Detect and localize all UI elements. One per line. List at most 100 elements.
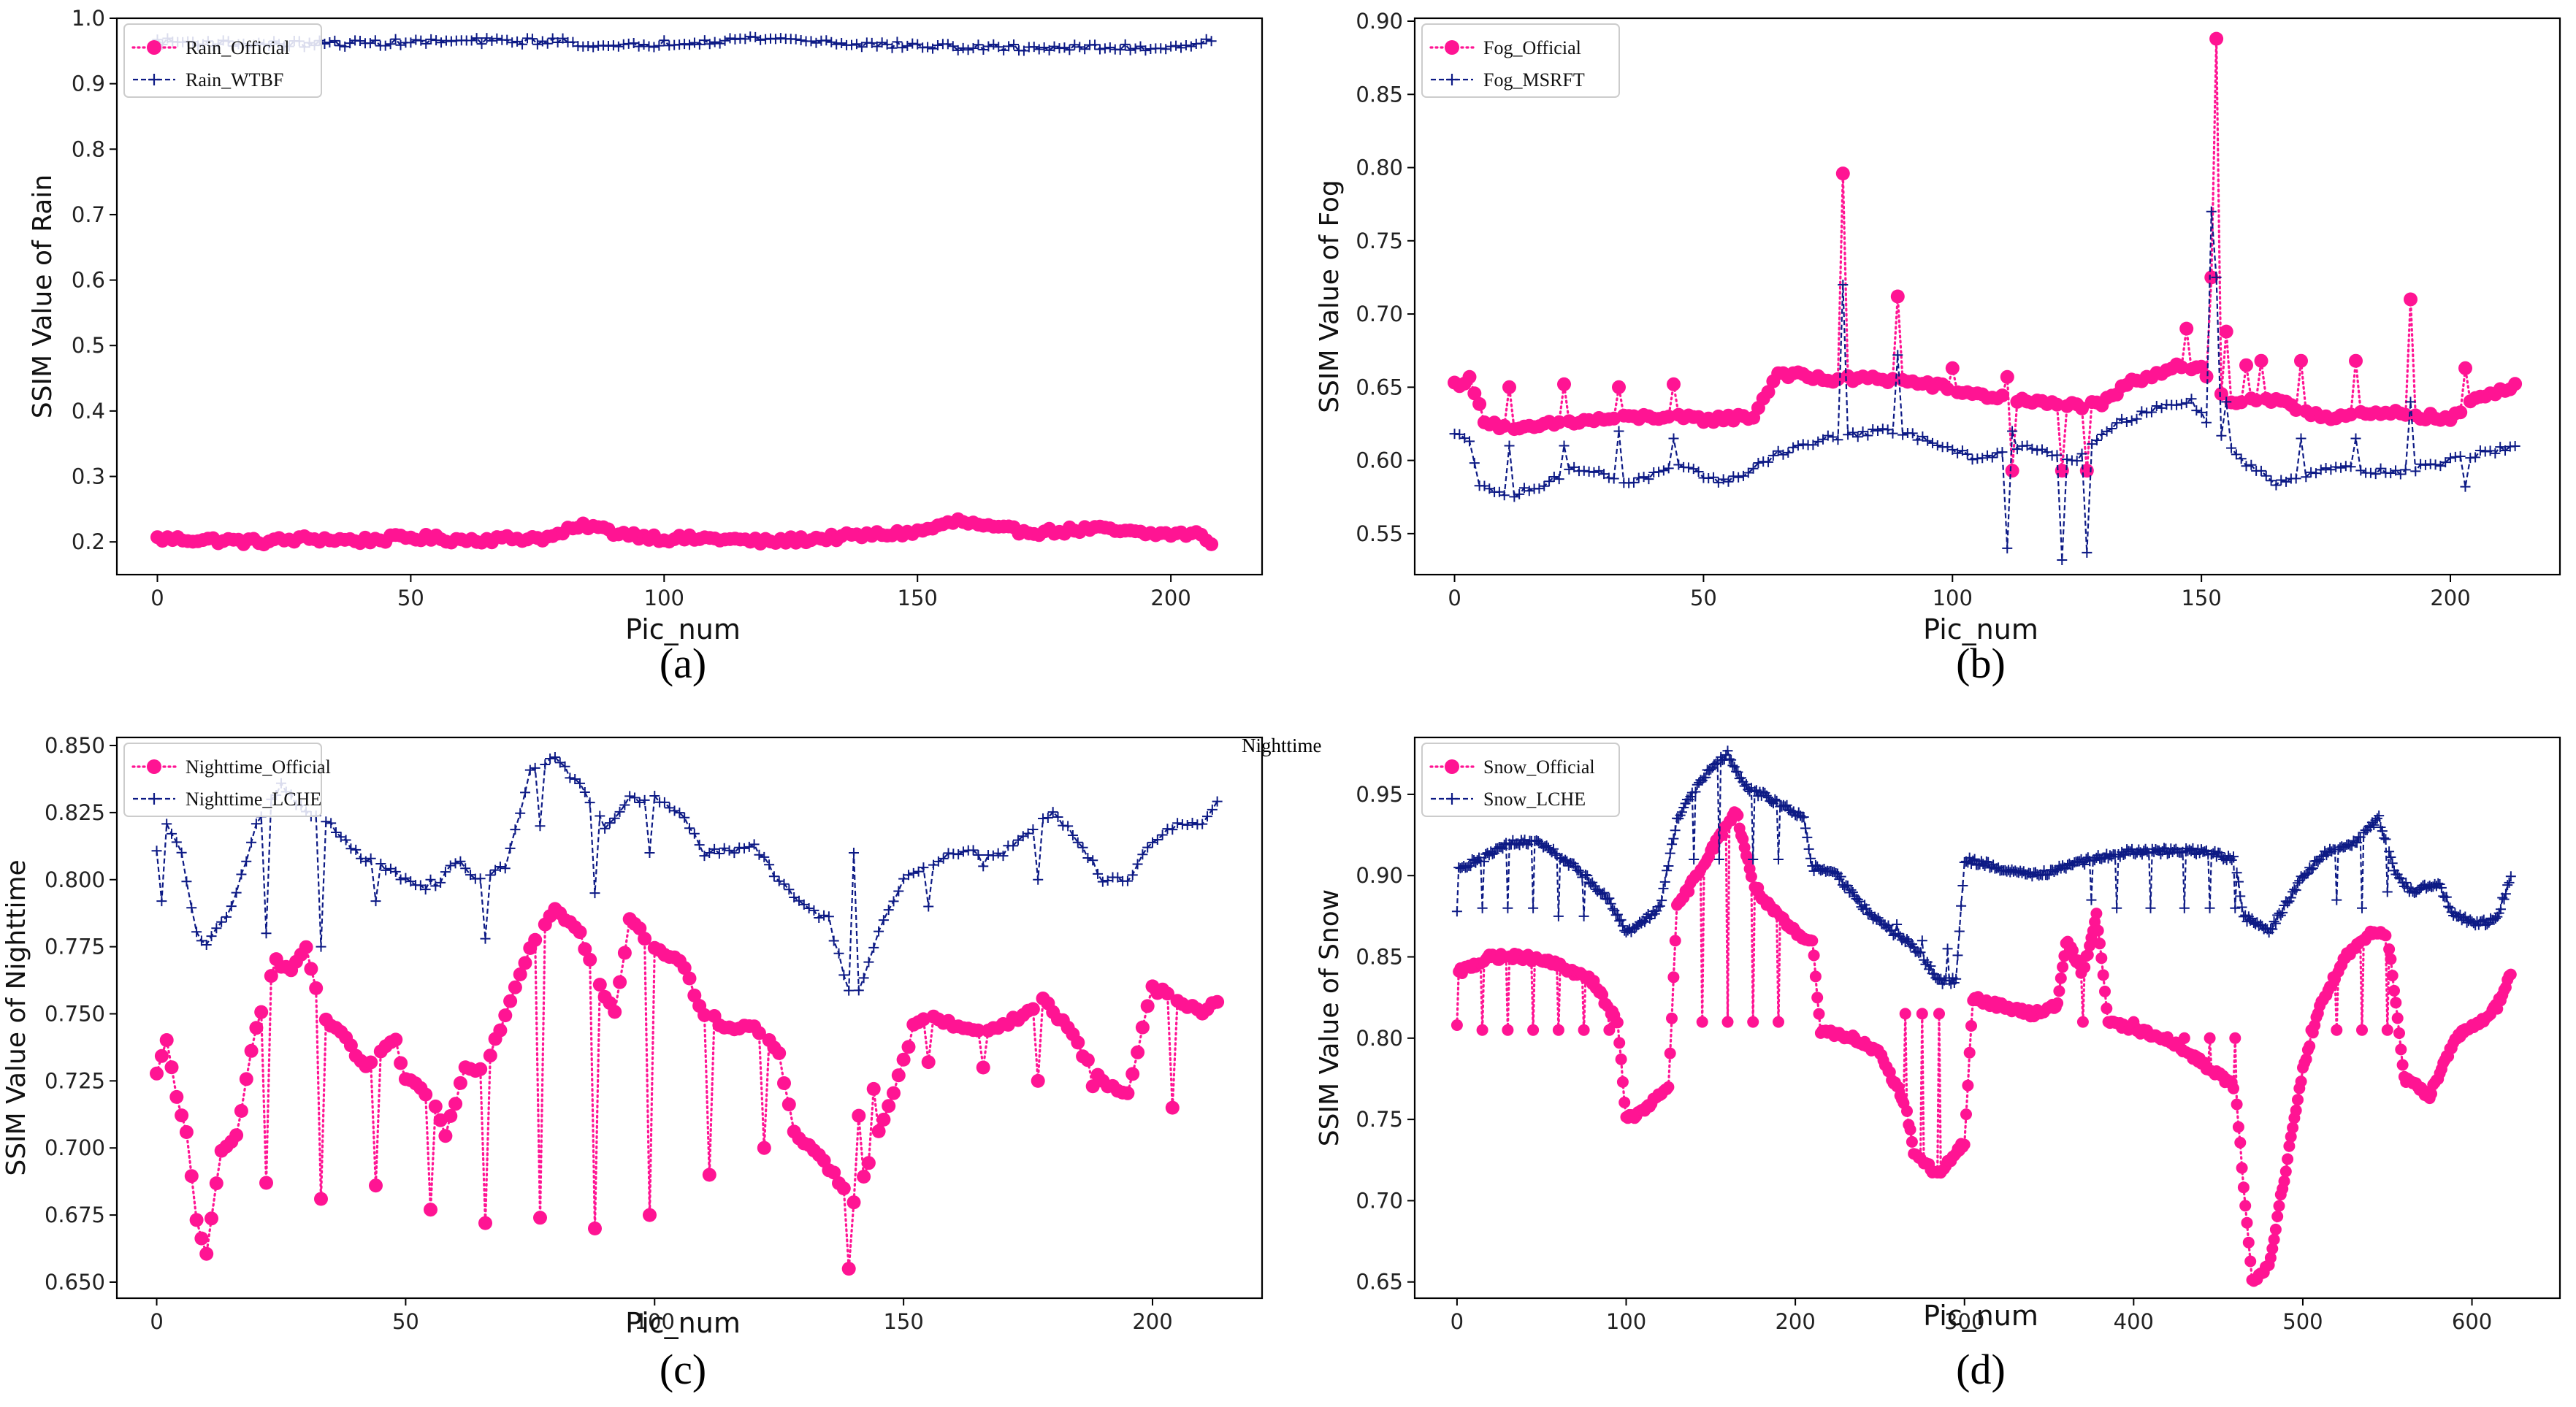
data-point-markers bbox=[1451, 745, 2516, 989]
data-point bbox=[1210, 994, 1225, 1009]
data-point bbox=[1472, 396, 1487, 411]
data-point bbox=[1080, 1053, 1095, 1067]
data-point bbox=[2381, 1024, 2393, 1036]
data-point bbox=[841, 1262, 856, 1276]
series-nighttime-official bbox=[150, 902, 1225, 1276]
data-point bbox=[2388, 984, 2400, 997]
data-point bbox=[2241, 1216, 2253, 1229]
data-point bbox=[229, 1128, 244, 1143]
data-point bbox=[2242, 1236, 2255, 1249]
y-tick-label: 0.825 bbox=[45, 800, 105, 825]
legend-marker bbox=[147, 40, 161, 55]
data-point bbox=[2090, 908, 2103, 920]
data-point bbox=[2231, 1098, 2243, 1111]
x-tick-label: 300 bbox=[1944, 1309, 1984, 1334]
data-point bbox=[169, 1089, 184, 1104]
data-point bbox=[299, 940, 313, 954]
data-point bbox=[1732, 809, 1744, 821]
data-point bbox=[2383, 943, 2396, 955]
data-point bbox=[702, 1168, 716, 1182]
data-point bbox=[2239, 358, 2253, 372]
legend-marker bbox=[1445, 40, 1459, 55]
data-point bbox=[2057, 961, 2069, 973]
x-tick-label: 50 bbox=[397, 586, 424, 610]
legend-label-official: Fog_Official bbox=[1483, 37, 1581, 58]
x-tick-label: 100 bbox=[644, 586, 684, 610]
data-point bbox=[2229, 1032, 2241, 1044]
data-point bbox=[1664, 1047, 1676, 1059]
axis-ticks: 0 50 100 150 200 0.2 0.3 0.4 0.5 0.6 0.7 0.8 0.9 1.0 bbox=[72, 6, 1191, 610]
data-point bbox=[687, 988, 702, 1002]
data-point bbox=[876, 1112, 891, 1127]
x-tick-label: 200 bbox=[1775, 1309, 1815, 1334]
data-point bbox=[573, 925, 587, 940]
data-point bbox=[2390, 997, 2402, 1009]
x-tick-label: 0 bbox=[1451, 1309, 1464, 1334]
y-tick-label: 0.95 bbox=[1356, 782, 1403, 807]
data-point bbox=[2285, 1130, 2297, 1143]
y-tick-label: 0.850 bbox=[45, 733, 105, 758]
legend: Snow_Official Snow_LCHE bbox=[1421, 743, 1620, 817]
data-point bbox=[846, 1195, 861, 1210]
data-point bbox=[2092, 924, 2104, 937]
series-line bbox=[1456, 748, 2512, 986]
data-point bbox=[1761, 385, 1776, 399]
data-point bbox=[1618, 1096, 1631, 1108]
panel-label: (a) bbox=[660, 640, 706, 687]
data-point bbox=[1025, 1002, 1040, 1016]
data-point bbox=[1613, 1037, 1626, 1049]
data-point bbox=[2268, 1233, 2280, 1246]
data-point bbox=[194, 1231, 209, 1246]
y-tick-label: 0.7 bbox=[72, 202, 105, 227]
data-point bbox=[513, 967, 527, 981]
data-point bbox=[1204, 537, 1219, 551]
data-point bbox=[2264, 1251, 2277, 1264]
axis-ticks: 0 50 100 150 200 0.650 0.675 0.700 0.725 0.750 0.7… bbox=[45, 733, 1173, 1334]
axis-ticks: 0 50 100 150 200 0.55 0.60 0.65 0.70 0.75 0.80 0.85… bbox=[1356, 9, 2470, 610]
y-tick-label: 0.85 bbox=[1356, 82, 1403, 107]
data-point bbox=[1835, 166, 1850, 181]
data-point bbox=[254, 1005, 269, 1019]
panel-c-nighttime: 0 50 100 150 200 0.650 0.675 0.700 0.725 0.750 0.7… bbox=[1, 733, 1264, 1393]
legend: Nighttime_Official Nighttime_LCHE bbox=[123, 743, 331, 817]
data-point bbox=[896, 1052, 911, 1067]
legend-symbol-official bbox=[1429, 759, 1475, 774]
data-point bbox=[483, 1048, 497, 1063]
data-point bbox=[632, 921, 647, 935]
y-tick-label: 0.650 bbox=[45, 1270, 105, 1295]
data-point bbox=[1901, 1105, 1913, 1117]
data-point bbox=[1809, 970, 1822, 983]
x-tick-label: 200 bbox=[1150, 586, 1190, 610]
legend-symbol-method bbox=[133, 74, 175, 85]
data-point bbox=[781, 1097, 796, 1112]
x-tick-label: 0 bbox=[150, 1309, 163, 1334]
data-point bbox=[1502, 1024, 1514, 1036]
legend-label-official: Rain_Official bbox=[186, 37, 289, 58]
y-tick-label: 0.85 bbox=[1356, 945, 1403, 970]
series-snow-official bbox=[1451, 806, 2517, 1287]
data-point bbox=[448, 1097, 463, 1111]
axis-ticks: 0 100 200 300 400 500 600 0.65 0.70 0.75 0.80 0.85 0… bbox=[1356, 782, 2492, 1334]
data-point bbox=[424, 1203, 437, 1217]
y-tick-label: 0.5 bbox=[72, 333, 105, 358]
data-point bbox=[1611, 1016, 1624, 1029]
legend-label-method: Snow_LCHE bbox=[1483, 789, 1586, 810]
panel-a-rain: 0 50 100 150 2000.20.30.40.50.60.70.80.91.0 … bbox=[28, 6, 1264, 687]
data-point bbox=[1773, 1016, 1784, 1028]
y-tick-label: 0.800 bbox=[45, 867, 105, 892]
y-tick-label: 0.70 bbox=[1356, 1188, 1403, 1213]
data-point bbox=[2386, 970, 2399, 982]
x-tick-label: 100 bbox=[1933, 586, 1973, 610]
data-point bbox=[2290, 1104, 2302, 1116]
y-tick-label: 0.90 bbox=[1356, 863, 1403, 888]
legend-label-official: Snow_Official bbox=[1483, 756, 1595, 778]
data-point bbox=[199, 1246, 214, 1261]
data-point bbox=[1552, 1024, 1564, 1036]
data-point bbox=[2234, 1136, 2247, 1149]
data-point bbox=[2254, 353, 2269, 368]
data-point bbox=[503, 994, 518, 1008]
series-fog-official bbox=[1448, 31, 2523, 478]
y-axis-label: SSIM Value of Snow bbox=[1315, 889, 1345, 1146]
data-point bbox=[1745, 870, 1757, 883]
